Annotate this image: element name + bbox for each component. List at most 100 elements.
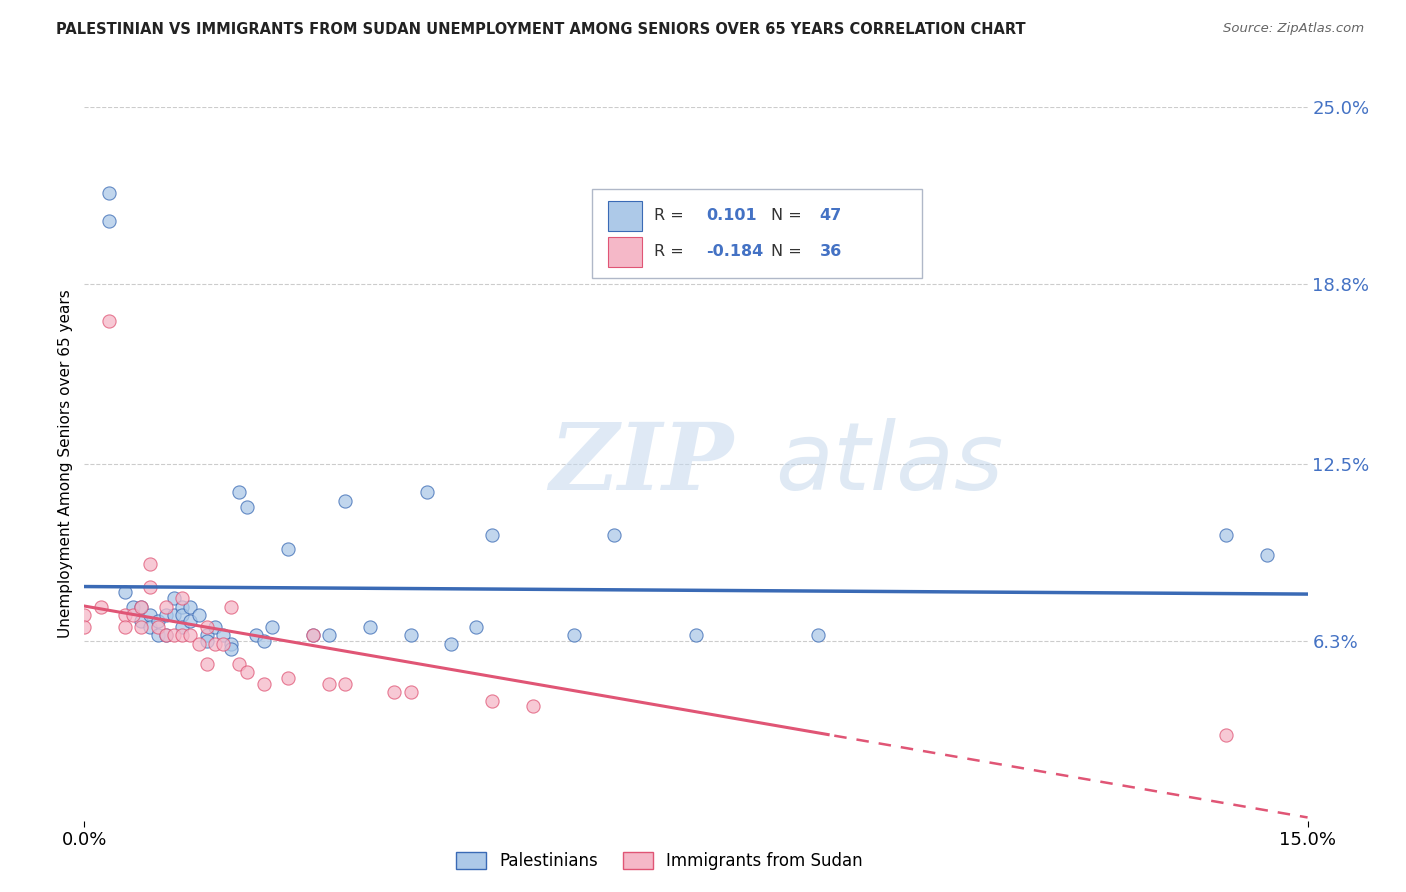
- Point: [260, 619, 283, 633]
- FancyBboxPatch shape: [607, 236, 643, 267]
- Point: [1256, 548, 1278, 562]
- Point: [146, 628, 169, 642]
- Point: [195, 628, 218, 642]
- Text: PALESTINIAN VS IMMIGRANTS FROM SUDAN UNEMPLOYMENT AMONG SENIORS OVER 65 YEARS CO: PALESTINIAN VS IMMIGRANTS FROM SUDAN UNE…: [56, 22, 1026, 37]
- Point: [562, 628, 585, 642]
- Y-axis label: Unemployment Among Seniors over 65 years: Unemployment Among Seniors over 65 years: [58, 290, 73, 638]
- Text: 36: 36: [820, 244, 842, 260]
- Point: [138, 608, 160, 623]
- Point: [253, 676, 276, 690]
- Point: [146, 619, 169, 633]
- Point: [236, 665, 259, 680]
- Text: R =: R =: [654, 244, 689, 260]
- Point: [399, 628, 422, 642]
- Point: [1215, 728, 1237, 742]
- Point: [179, 614, 201, 628]
- Point: [195, 633, 218, 648]
- FancyBboxPatch shape: [607, 201, 643, 231]
- Point: [236, 500, 259, 514]
- Point: [277, 671, 299, 685]
- Point: [522, 699, 544, 714]
- Point: [163, 591, 186, 605]
- Point: [163, 608, 186, 623]
- Legend: Palestinians, Immigrants from Sudan: Palestinians, Immigrants from Sudan: [449, 845, 869, 877]
- Text: atlas: atlas: [776, 418, 1004, 509]
- Point: [131, 599, 153, 614]
- Point: [382, 685, 405, 699]
- Point: [277, 542, 299, 557]
- Point: [114, 608, 136, 623]
- Point: [301, 628, 323, 642]
- Point: [97, 214, 120, 228]
- Point: [228, 657, 250, 671]
- Point: [335, 676, 357, 690]
- Point: [212, 637, 235, 651]
- Point: [138, 619, 160, 633]
- Point: [114, 619, 136, 633]
- Point: [131, 619, 153, 633]
- Point: [172, 608, 194, 623]
- Point: [73, 619, 96, 633]
- Point: [219, 637, 242, 651]
- Text: N =: N =: [770, 208, 807, 223]
- Point: [163, 628, 186, 642]
- Point: [318, 628, 340, 642]
- Point: [97, 314, 120, 328]
- Point: [440, 637, 463, 651]
- Text: N =: N =: [770, 244, 807, 260]
- Point: [335, 494, 357, 508]
- Point: [187, 608, 209, 623]
- Point: [114, 585, 136, 599]
- Point: [155, 628, 177, 642]
- Text: -0.184: -0.184: [706, 244, 763, 260]
- Point: [1215, 528, 1237, 542]
- Point: [301, 628, 323, 642]
- Point: [122, 599, 145, 614]
- Point: [399, 685, 422, 699]
- Point: [179, 599, 201, 614]
- Point: [685, 628, 707, 642]
- Point: [204, 619, 226, 633]
- Point: [228, 485, 250, 500]
- Point: [90, 599, 112, 614]
- Point: [416, 485, 439, 500]
- Point: [131, 614, 153, 628]
- Point: [204, 637, 226, 651]
- Text: ZIP: ZIP: [550, 419, 734, 508]
- Text: R =: R =: [654, 208, 689, 223]
- Text: 0.101: 0.101: [706, 208, 756, 223]
- Point: [195, 619, 218, 633]
- Point: [155, 599, 177, 614]
- Point: [318, 676, 340, 690]
- Point: [172, 591, 194, 605]
- Point: [172, 619, 194, 633]
- Point: [155, 628, 177, 642]
- Point: [97, 186, 120, 200]
- Point: [807, 628, 830, 642]
- Point: [146, 614, 169, 628]
- Point: [253, 633, 276, 648]
- Point: [603, 528, 626, 542]
- Point: [172, 628, 194, 642]
- Point: [481, 528, 503, 542]
- Point: [187, 637, 209, 651]
- Point: [464, 619, 486, 633]
- Point: [359, 619, 381, 633]
- Point: [131, 599, 153, 614]
- Point: [138, 557, 160, 571]
- Point: [219, 642, 242, 657]
- Point: [219, 599, 242, 614]
- Point: [172, 599, 194, 614]
- Point: [122, 608, 145, 623]
- Point: [195, 657, 218, 671]
- Text: Source: ZipAtlas.com: Source: ZipAtlas.com: [1223, 22, 1364, 36]
- Point: [73, 608, 96, 623]
- Point: [138, 580, 160, 594]
- Point: [179, 628, 201, 642]
- Point: [155, 608, 177, 623]
- Text: 47: 47: [820, 208, 842, 223]
- FancyBboxPatch shape: [592, 189, 922, 278]
- Point: [245, 628, 267, 642]
- Point: [481, 694, 503, 708]
- Point: [212, 628, 235, 642]
